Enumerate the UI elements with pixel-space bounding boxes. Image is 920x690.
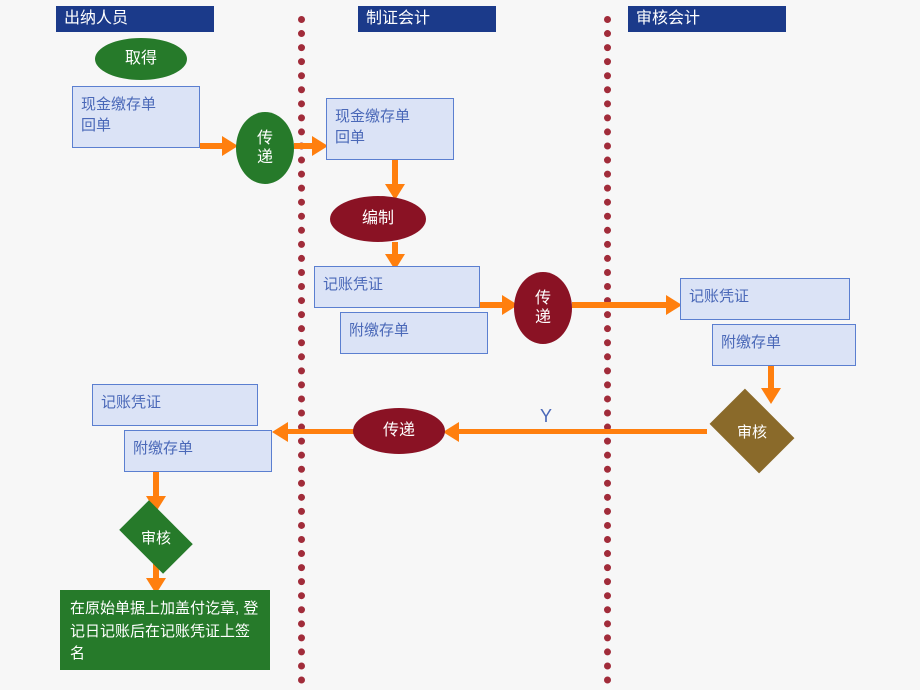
audit1-label: 审核 (737, 421, 767, 442)
node-pass-1: 传 递 (236, 112, 294, 184)
final-label: 在原始单据上加盖付讫章, 登记日记账后在记账凭证上签名 (70, 600, 258, 662)
pass2-l2: 递 (535, 308, 551, 327)
node-doc-cash-receipt-2: 现金缴存单 回单 (326, 98, 454, 160)
arrow-head-8 (443, 422, 459, 442)
lane-divider-2 (604, 16, 611, 684)
node-doc-voucher-5b: 附缴存单 (124, 430, 272, 472)
arrow-pass1-doc2 (294, 143, 314, 149)
doc4b-label: 附缴存单 (721, 334, 781, 351)
doc2-line1: 现金缴存单 (335, 108, 410, 125)
arrow-pass3-doc5 (286, 429, 354, 434)
node-doc-voucher-5a: 记账凭证 (92, 384, 258, 426)
node-doc-voucher-4a: 记账凭证 (680, 278, 850, 320)
lane-divider-1 (298, 16, 305, 684)
pass1-l1: 传 (257, 129, 273, 148)
pass1-l2: 递 (257, 148, 273, 167)
node-final-action: 在原始单据上加盖付讫章, 登记日记账后在记账凭证上签名 (60, 590, 270, 670)
arrow-doc2-compile (392, 160, 398, 186)
arrow-audit1-pass3 (457, 429, 707, 434)
doc5b-label: 附缴存单 (133, 440, 193, 457)
pass3-label: 传递 (383, 421, 415, 440)
compile-label: 编制 (362, 209, 394, 228)
arrow-doc5-audit2 (153, 472, 159, 498)
node-audit-2: 审核 (110, 508, 202, 566)
node-compile: 编制 (330, 196, 426, 242)
node-obtain: 取得 (95, 38, 187, 80)
doc5a-label: 记账凭证 (101, 394, 161, 411)
lane-header-preparer: 制证会计 (358, 6, 496, 32)
doc4a-label: 记账凭证 (689, 288, 749, 305)
node-audit-1: 审核 (702, 398, 802, 464)
edge-label-y: Y (540, 406, 552, 427)
arrow-head-9 (272, 422, 288, 442)
doc1-line1: 现金缴存单 (81, 96, 156, 113)
arrow-pass2-doc4 (572, 302, 668, 308)
lane-header-cashier: 出纳人员 (56, 6, 214, 32)
doc3b-label: 附缴存单 (349, 322, 409, 339)
pass2-l1: 传 (535, 289, 551, 308)
node-doc-voucher-4b: 附缴存单 (712, 324, 856, 366)
audit2-label: 审核 (141, 527, 171, 548)
doc1-line2: 回单 (81, 117, 111, 134)
doc2-line2: 回单 (335, 129, 365, 146)
lane-header-auditor: 审核会计 (628, 6, 786, 32)
node-pass-3: 传递 (353, 408, 445, 454)
node-obtain-label: 取得 (125, 49, 157, 68)
arrow-doc1-pass1 (200, 143, 224, 149)
node-doc-cash-receipt-1: 现金缴存单 回单 (72, 86, 200, 148)
node-doc-voucher-3a: 记账凭证 (314, 266, 480, 308)
doc3a-label: 记账凭证 (323, 276, 383, 293)
node-pass-2: 传 递 (514, 272, 572, 344)
node-doc-voucher-3b: 附缴存单 (340, 312, 488, 354)
arrow-doc4-audit1 (768, 366, 774, 390)
